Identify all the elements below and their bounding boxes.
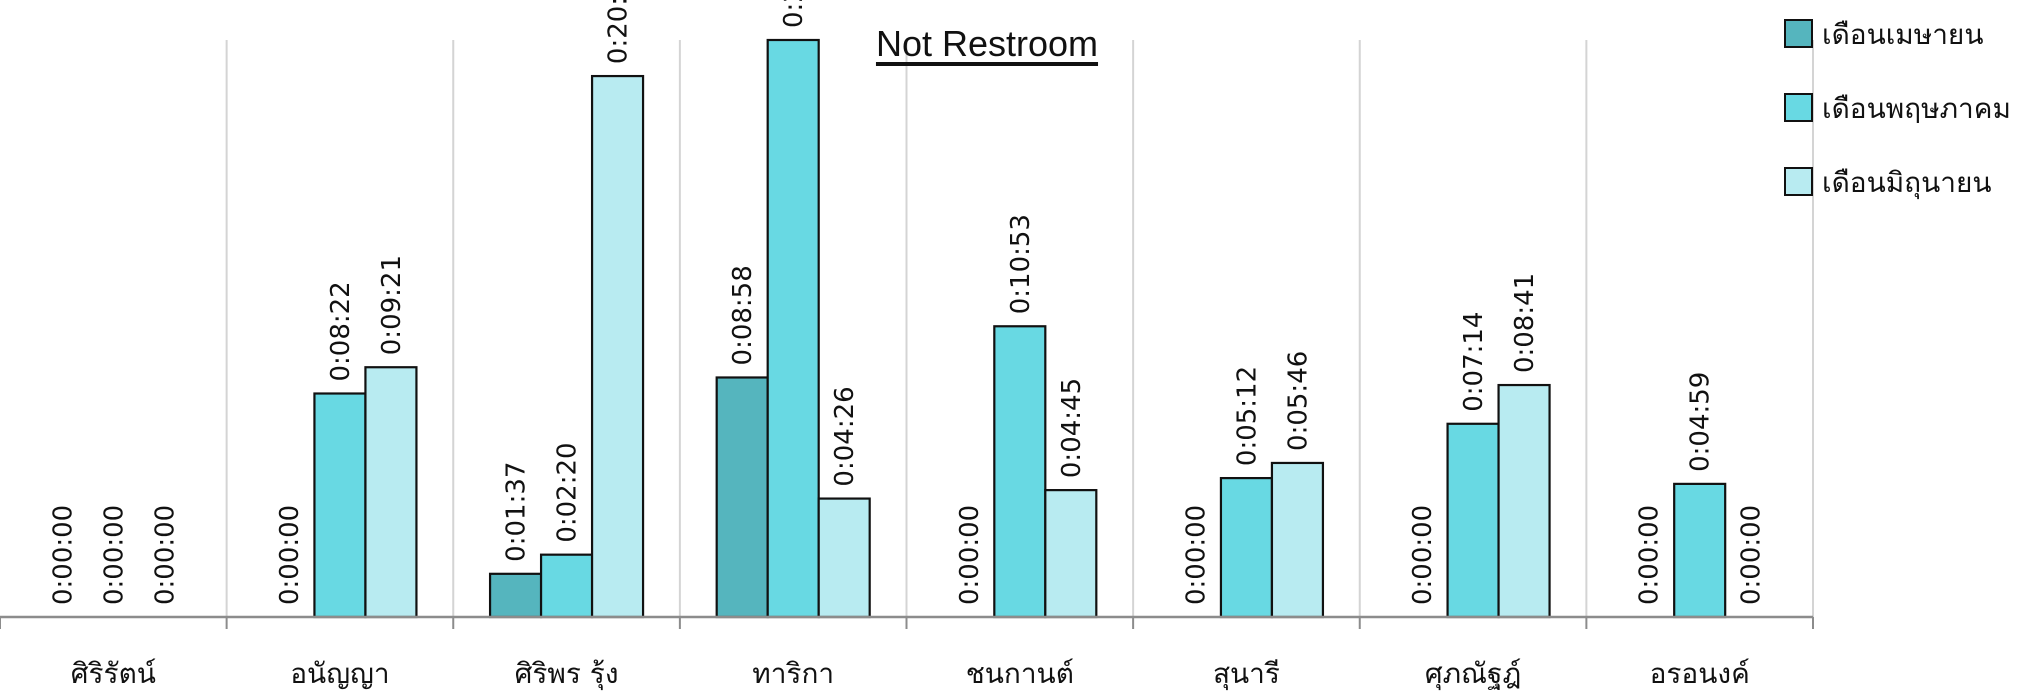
- bar: [1497, 383, 1551, 619]
- data-label: 0:21:36: [779, 0, 809, 28]
- data-label: 0:08:58: [728, 265, 758, 365]
- data-label: 0:00:00: [1635, 505, 1665, 605]
- data-label: 0:08:22: [326, 281, 356, 381]
- x-tick-label: ศิริรัตน์: [71, 657, 156, 690]
- data-label: 0:04:26: [830, 386, 860, 486]
- x-tick-label: สุนารี: [1213, 657, 1280, 691]
- data-label: 0:20:15: [604, 0, 634, 64]
- data-label: 0:04:59: [1686, 372, 1716, 472]
- data-label: 0:09:21: [377, 255, 407, 355]
- data-label: 0:00:00: [1737, 505, 1767, 605]
- data-label: 0:04:45: [1057, 378, 1087, 478]
- data-label: 0:10:53: [1006, 214, 1036, 314]
- legend-label: เดือนมิถุนายน: [1822, 166, 1992, 200]
- data-label: 0:05:46: [1283, 351, 1313, 451]
- bar: [1446, 422, 1500, 619]
- data-label: 0:00:00: [1181, 505, 1211, 605]
- bar: [539, 553, 594, 619]
- bar: [590, 74, 645, 619]
- category-tick-labels: ศิริรัตน์ อนัญญา ศิริพร รุ้ง ทาริกา ชนกานต์ ส…: [71, 657, 1750, 691]
- chart-title-text: Not Restroom: [876, 23, 1098, 64]
- bar: [488, 572, 543, 619]
- x-tick-label: ศุภณัฐฎ์: [1425, 657, 1521, 691]
- bar: [1673, 482, 1727, 619]
- bars: [313, 38, 1727, 619]
- bar: [1219, 476, 1274, 619]
- x-tick-label: ทาริกา: [752, 657, 834, 690]
- x-tick-label: อรอนงค์: [1650, 657, 1750, 690]
- data-label: 0:07:14: [1459, 312, 1489, 412]
- data-label: 0:00:00: [150, 505, 180, 605]
- bar: [313, 392, 367, 619]
- bar: [766, 38, 820, 619]
- x-tick-label: ชนกานต์: [966, 657, 1074, 690]
- data-label: 0:02:20: [553, 442, 583, 542]
- x-tick-label: ศิริพร รุ้ง: [515, 657, 619, 691]
- data-label: 0:00:00: [955, 505, 985, 605]
- data-label: 0:05:12: [1232, 366, 1262, 466]
- data-label: 0:00:00: [1408, 505, 1438, 605]
- bar: [715, 376, 769, 619]
- x-axis: [0, 615, 1814, 629]
- x-tick-label: อนัญญา: [290, 657, 389, 690]
- legend-item: เดือนมิถุนายน: [1784, 166, 1992, 200]
- legend-swatch: [1784, 19, 1813, 48]
- data-labels: 0:00:00 0:00:00 0:00:00 0:00:00 0:08:22 0:09:…: [48, 0, 1766, 605]
- legend-swatch: [1784, 167, 1813, 196]
- legend-swatch: [1784, 93, 1813, 122]
- legend-label: เดือนเมษายน: [1822, 18, 1983, 51]
- grid-lines: [225, 40, 1814, 617]
- data-label: 0:08:41: [1510, 273, 1540, 373]
- data-label: 0:00:00: [275, 505, 305, 605]
- legend-item: เดือนพฤษภาคม: [1784, 92, 2011, 125]
- bar: [993, 325, 1047, 619]
- legend-label: เดือนพฤษภาคม: [1822, 92, 2011, 125]
- legend-item: เดือนเมษายน: [1784, 18, 1983, 51]
- bar: [1044, 489, 1098, 619]
- data-label: 0:01:37: [502, 462, 532, 562]
- data-label: 0:00:00: [48, 505, 78, 605]
- chart-title: Not Restroom: [875, 23, 1099, 66]
- bar: [364, 366, 418, 619]
- bar: [817, 497, 871, 619]
- data-label: 0:00:00: [99, 505, 129, 605]
- bar: [1270, 461, 1325, 619]
